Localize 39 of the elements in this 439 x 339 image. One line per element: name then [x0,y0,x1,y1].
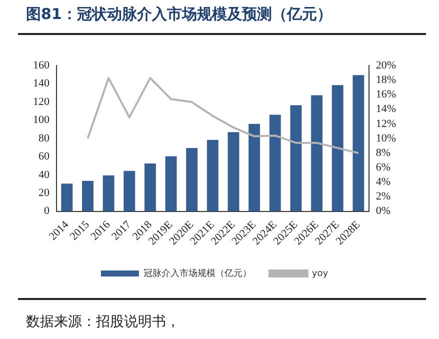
source-note: 数据来源：招股说明书， [26,313,180,331]
bar [124,170,136,212]
y2-tick-label: 4% [376,176,391,188]
bar [311,95,323,212]
y-tick-label: 60 [38,150,50,163]
y-tick-label: 40 [38,168,50,181]
y2-tick-label: 16% [376,88,396,101]
y-tick-label: 20 [38,187,50,200]
y2-tick-label: 0% [376,205,391,218]
bar [352,75,364,212]
bar [102,175,114,212]
y-tick-label: 80 [38,132,50,144]
bar [144,164,156,212]
bar [269,114,281,212]
y2-tick-label: 18% [376,74,396,86]
y-tick-label: 140 [33,78,50,90]
legend-label: 冠脉介入市场规模（亿元） [143,268,252,279]
bar [206,140,218,212]
y-tick-label: 160 [33,59,50,72]
bar [290,105,302,212]
bar [332,85,344,212]
y-tick-label: 100 [33,114,50,126]
y-tick-label: 120 [33,96,50,108]
bar [228,132,240,212]
legend-label: yoy [312,268,329,279]
bar [165,156,177,212]
bar [61,184,73,212]
chart-title: 图81：冠状动脉介入市场规模及预测（亿元） [26,5,332,24]
y2-tick-label: 14% [376,103,396,116]
y2-tick-label: 8% [376,146,391,159]
y2-tick-label: 20% [376,59,396,72]
y2-tick-label: 10% [376,132,396,144]
y2-tick-label: 6% [376,162,391,174]
y2-tick-label: 12% [376,118,396,130]
bar [82,180,94,212]
y-tick-label: 0 [44,205,50,218]
y2-tick-label: 2% [376,190,391,203]
bar [248,124,260,212]
bar [186,148,198,212]
